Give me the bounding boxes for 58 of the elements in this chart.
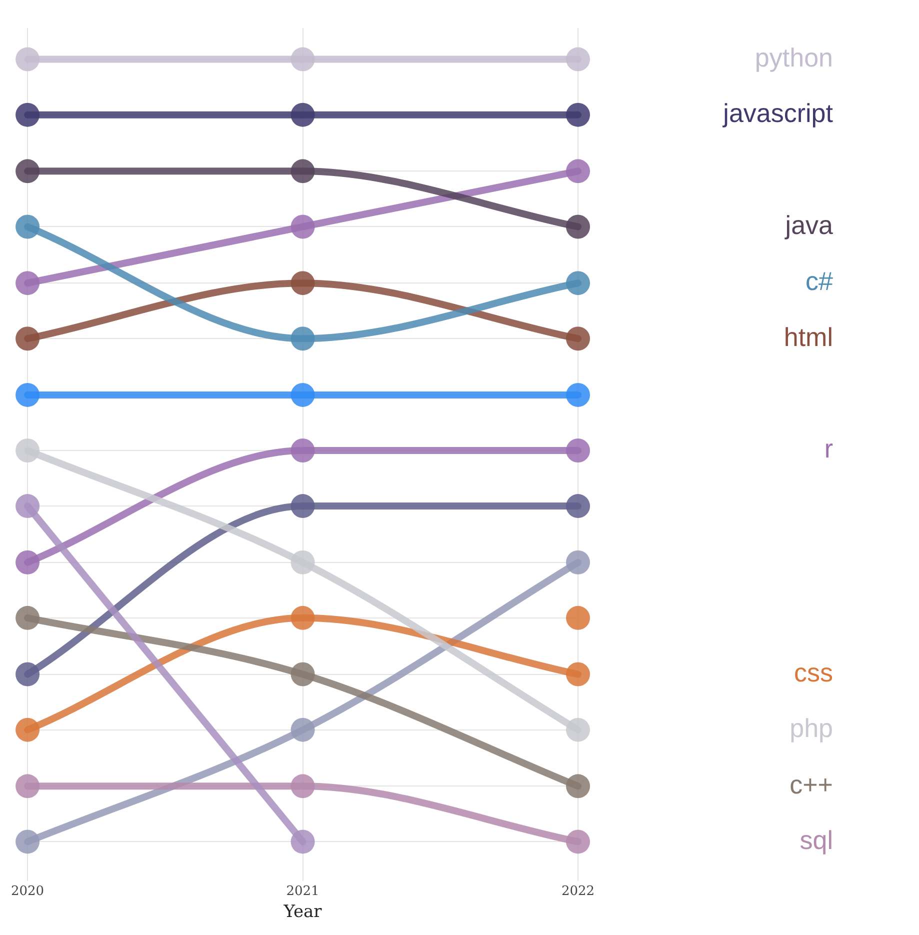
point — [16, 382, 40, 407]
point — [290, 662, 315, 686]
point — [16, 326, 40, 351]
point — [290, 47, 315, 72]
point — [290, 550, 315, 574]
point — [566, 47, 590, 72]
point — [290, 774, 315, 798]
point — [566, 214, 590, 239]
point — [566, 271, 590, 296]
point — [16, 662, 40, 686]
point — [566, 102, 590, 127]
point — [16, 438, 40, 462]
point — [16, 718, 40, 742]
point — [566, 774, 590, 798]
point — [16, 830, 40, 854]
point — [16, 606, 40, 630]
text: java — [784, 210, 834, 240]
point — [16, 550, 40, 574]
text: r — [824, 434, 834, 464]
point — [16, 159, 40, 184]
point — [290, 159, 315, 184]
point — [290, 102, 315, 127]
text: c# — [806, 266, 834, 296]
point — [566, 606, 590, 630]
x-tick-label: 2020 — [10, 884, 44, 900]
point — [16, 494, 40, 518]
point — [290, 326, 315, 351]
text: javascript — [722, 98, 834, 128]
point — [16, 214, 40, 239]
x-axis-title: Year — [282, 902, 323, 922]
point — [290, 214, 315, 239]
point — [566, 159, 590, 184]
point — [566, 438, 590, 462]
point — [290, 830, 315, 854]
point — [16, 47, 40, 72]
x-tick-label: 2022 — [561, 884, 595, 900]
point — [290, 718, 315, 742]
point — [16, 271, 40, 296]
point — [290, 606, 315, 630]
point — [16, 774, 40, 798]
text: python — [754, 42, 833, 72]
point — [566, 382, 590, 407]
text: sql — [800, 824, 833, 855]
point — [566, 326, 590, 351]
text: c++ — [790, 769, 833, 800]
point — [290, 382, 315, 407]
text: css — [794, 657, 833, 688]
point — [290, 438, 315, 462]
point — [290, 271, 315, 296]
point — [290, 494, 315, 518]
point — [16, 102, 40, 127]
text: html — [784, 322, 833, 352]
point — [566, 830, 590, 854]
point — [566, 662, 590, 686]
point — [566, 718, 590, 742]
x-tick-label: 2021 — [286, 884, 320, 900]
point — [566, 494, 590, 518]
point — [566, 550, 590, 574]
